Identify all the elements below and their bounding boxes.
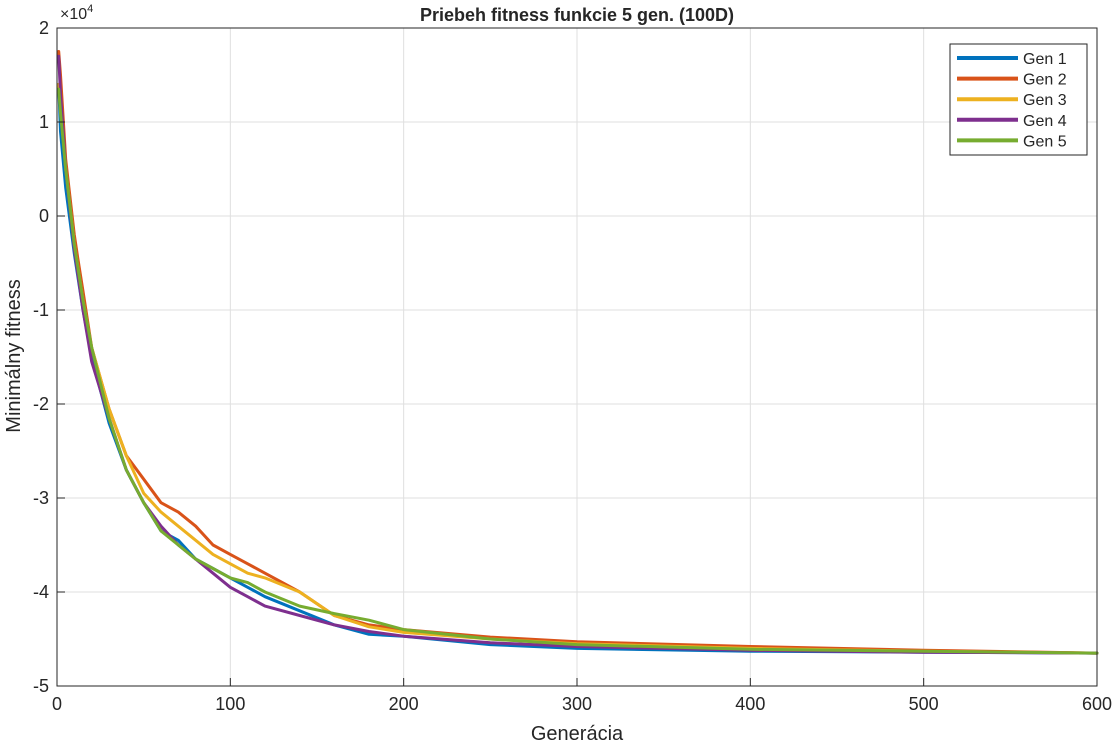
y-tick-label: -3: [33, 488, 49, 508]
x-tick-label: 100: [215, 694, 245, 714]
legend-label: Gen 5: [1023, 133, 1067, 150]
x-tick-label: 400: [735, 694, 765, 714]
chart-title: Priebeh fitness funkcie 5 gen. (100D): [420, 5, 734, 25]
y-tick-label: -5: [33, 676, 49, 696]
series-line-gen-4: [57, 54, 1099, 655]
legend-label: Gen 2: [1023, 72, 1067, 89]
y-tick-label: -4: [33, 582, 49, 602]
y-axis-exponent-base: ×10: [60, 6, 87, 23]
legend-label: Gen 1: [1023, 51, 1067, 68]
legend-label: Gen 4: [1023, 113, 1067, 130]
x-tick-label: 600: [1082, 694, 1112, 714]
x-tick-label: 200: [389, 694, 419, 714]
legend-label: Gen 3: [1023, 92, 1067, 109]
axis-ticks: 0 100 200 300 400 500 600 -5 -4 -3 -2 -1 0 1 2: [33, 18, 1112, 714]
legend: Gen 1 Gen 2 Gen 3 Gen 4 Gen 5: [949, 43, 1088, 156]
y-axis-label: Minimálny fitness: [3, 279, 25, 432]
x-tick-label: 0: [52, 694, 62, 714]
x-tick-label: 500: [909, 694, 939, 714]
x-tick-label: 300: [562, 694, 592, 714]
y-tick-label: -1: [33, 300, 49, 320]
series-line-gen-5: [57, 87, 1099, 655]
y-tick-label: -2: [33, 394, 49, 414]
y-tick-label: 0: [39, 206, 49, 226]
x-axis-label: Generácia: [531, 723, 624, 743]
y-axis-exponent: ×104: [60, 3, 93, 23]
y-tick-label: 1: [39, 112, 49, 132]
y-axis-exponent-power: 4: [87, 3, 93, 15]
series-lines: [57, 50, 1099, 655]
y-tick-label: 2: [39, 18, 49, 38]
